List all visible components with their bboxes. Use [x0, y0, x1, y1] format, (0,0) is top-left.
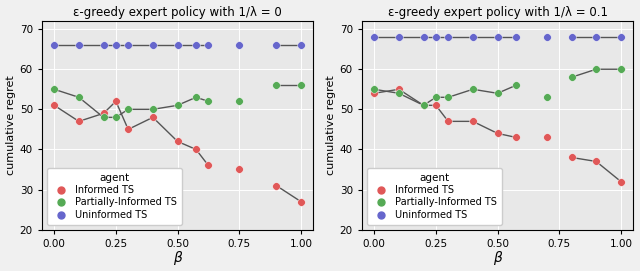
Legend: Informed TS, Partially-Informed TS, Uninformed TS: Informed TS, Partially-Informed TS, Unin… [47, 168, 182, 225]
Partially-Informed TS [112, 116, 120, 119]
Legend: Informed TS, Partially-Informed TS, Uninformed TS: Informed TS, Partially-Informed TS, Unin… [367, 168, 502, 225]
Line: Informed TS: Informed TS [371, 85, 520, 141]
Uninformed TS [192, 44, 200, 47]
Informed TS [493, 132, 501, 135]
Uninformed TS [173, 44, 181, 47]
Y-axis label: cumulative regret: cumulative regret [326, 76, 335, 175]
Partially-Informed TS [444, 96, 452, 99]
Partially-Informed TS [75, 96, 83, 99]
X-axis label: β: β [173, 251, 182, 265]
Informed TS [124, 128, 132, 131]
Partially-Informed TS [100, 116, 108, 119]
Uninformed TS [469, 36, 477, 39]
Uninformed TS [493, 36, 501, 39]
Partially-Informed TS [173, 104, 181, 107]
Title: ε-greedy expert policy with 1/λ = 0: ε-greedy expert policy with 1/λ = 0 [73, 6, 282, 18]
Partially-Informed TS [395, 92, 403, 95]
X-axis label: β: β [493, 251, 502, 265]
Informed TS [371, 92, 378, 95]
Uninformed TS [75, 44, 83, 47]
Line: Uninformed TS: Uninformed TS [51, 41, 212, 49]
Informed TS [173, 140, 181, 143]
Partially-Informed TS [432, 96, 440, 99]
Uninformed TS [395, 36, 403, 39]
Informed TS [149, 116, 157, 119]
Partially-Informed TS [493, 92, 501, 95]
Informed TS [444, 120, 452, 123]
Partially-Informed TS [469, 88, 477, 91]
Uninformed TS [371, 36, 378, 39]
Uninformed TS [124, 44, 132, 47]
Uninformed TS [51, 44, 58, 47]
Informed TS [512, 136, 520, 139]
Uninformed TS [100, 44, 108, 47]
Informed TS [469, 120, 477, 123]
Y-axis label: cumulative regret: cumulative regret [6, 76, 15, 175]
Informed TS [112, 100, 120, 103]
Partially-Informed TS [51, 88, 58, 91]
Uninformed TS [512, 36, 520, 39]
Uninformed TS [444, 36, 452, 39]
Line: Informed TS: Informed TS [51, 98, 212, 169]
Title: ε-greedy expert policy with 1/λ = 0.1: ε-greedy expert policy with 1/λ = 0.1 [388, 6, 607, 18]
Informed TS [192, 148, 200, 151]
Partially-Informed TS [192, 96, 200, 99]
Uninformed TS [432, 36, 440, 39]
Informed TS [420, 104, 428, 107]
Partially-Informed TS [512, 84, 520, 87]
Uninformed TS [205, 44, 212, 47]
Line: Uninformed TS: Uninformed TS [371, 33, 520, 41]
Uninformed TS [149, 44, 157, 47]
Partially-Informed TS [371, 88, 378, 91]
Partially-Informed TS [149, 108, 157, 111]
Line: Partially-Informed TS: Partially-Informed TS [371, 82, 520, 109]
Partially-Informed TS [124, 108, 132, 111]
Partially-Informed TS [205, 100, 212, 103]
Uninformed TS [420, 36, 428, 39]
Line: Partially-Informed TS: Partially-Informed TS [51, 85, 212, 121]
Uninformed TS [112, 44, 120, 47]
Informed TS [75, 120, 83, 123]
Informed TS [100, 112, 108, 115]
Informed TS [432, 104, 440, 107]
Partially-Informed TS [420, 104, 428, 107]
Informed TS [51, 104, 58, 107]
Informed TS [395, 88, 403, 91]
Informed TS [205, 164, 212, 167]
